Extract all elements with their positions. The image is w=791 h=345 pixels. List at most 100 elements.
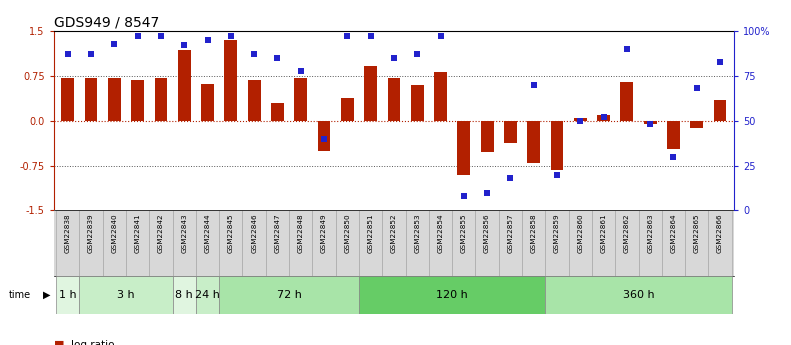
Bar bbox=[56, 210, 79, 276]
Bar bbox=[545, 276, 732, 314]
Bar bbox=[382, 210, 406, 276]
Bar bbox=[178, 50, 191, 121]
Point bbox=[201, 37, 214, 43]
Bar bbox=[620, 82, 634, 121]
Bar bbox=[341, 98, 354, 121]
Point bbox=[434, 34, 447, 39]
Bar bbox=[522, 210, 545, 276]
Point bbox=[621, 46, 634, 52]
Text: GSM22854: GSM22854 bbox=[437, 214, 444, 253]
Bar bbox=[318, 121, 331, 151]
Point bbox=[178, 43, 191, 48]
Point bbox=[713, 59, 726, 64]
Point bbox=[457, 193, 470, 199]
Point bbox=[528, 82, 540, 88]
Bar bbox=[266, 210, 289, 276]
Text: GSM22851: GSM22851 bbox=[368, 214, 373, 253]
Text: GSM22839: GSM22839 bbox=[88, 214, 94, 253]
Bar bbox=[667, 121, 680, 149]
Text: 72 h: 72 h bbox=[277, 290, 301, 300]
Bar bbox=[615, 210, 638, 276]
Point bbox=[294, 68, 307, 73]
Text: GSM22840: GSM22840 bbox=[112, 214, 117, 253]
Bar bbox=[499, 210, 522, 276]
Text: GSM22860: GSM22860 bbox=[577, 214, 583, 253]
Text: GSM22838: GSM22838 bbox=[65, 214, 70, 253]
Text: GSM22862: GSM22862 bbox=[624, 214, 630, 253]
Bar bbox=[108, 78, 121, 121]
Point bbox=[85, 52, 97, 57]
Point bbox=[154, 34, 167, 39]
Point bbox=[365, 34, 377, 39]
Bar bbox=[201, 84, 214, 121]
Text: GSM22849: GSM22849 bbox=[321, 214, 327, 253]
Text: ▶: ▶ bbox=[43, 290, 50, 300]
Bar bbox=[359, 276, 545, 314]
Bar bbox=[644, 121, 657, 124]
Bar bbox=[289, 210, 312, 276]
Point bbox=[411, 52, 423, 57]
Bar bbox=[359, 210, 382, 276]
Point bbox=[597, 115, 610, 120]
Bar bbox=[225, 40, 237, 121]
Bar bbox=[294, 78, 307, 121]
Bar bbox=[434, 72, 447, 121]
Bar bbox=[545, 210, 569, 276]
Bar bbox=[172, 276, 196, 314]
Bar bbox=[457, 121, 470, 175]
Bar bbox=[452, 210, 475, 276]
Bar bbox=[131, 80, 144, 121]
Text: 360 h: 360 h bbox=[623, 290, 654, 300]
Point bbox=[131, 34, 144, 39]
Text: GSM22843: GSM22843 bbox=[181, 214, 187, 253]
Text: time: time bbox=[9, 290, 31, 300]
Point bbox=[341, 34, 354, 39]
Bar bbox=[638, 210, 662, 276]
Bar bbox=[149, 210, 172, 276]
Bar bbox=[597, 115, 610, 121]
Point bbox=[108, 41, 121, 46]
Bar bbox=[271, 103, 284, 121]
Text: GSM22853: GSM22853 bbox=[414, 214, 420, 253]
Text: GSM22852: GSM22852 bbox=[391, 214, 397, 253]
Bar bbox=[709, 210, 732, 276]
Point bbox=[481, 190, 494, 195]
Text: GSM22859: GSM22859 bbox=[554, 214, 560, 253]
Bar bbox=[481, 121, 494, 152]
Bar bbox=[475, 210, 499, 276]
Bar bbox=[364, 66, 377, 121]
Text: GSM22842: GSM22842 bbox=[158, 214, 164, 253]
Bar bbox=[172, 210, 196, 276]
Point bbox=[248, 52, 260, 57]
Text: GSM22857: GSM22857 bbox=[507, 214, 513, 253]
Bar bbox=[335, 210, 359, 276]
Text: ■: ■ bbox=[54, 340, 64, 345]
Point bbox=[574, 118, 587, 124]
Text: 120 h: 120 h bbox=[437, 290, 468, 300]
Bar bbox=[103, 210, 126, 276]
Bar bbox=[196, 276, 219, 314]
Bar bbox=[528, 121, 540, 162]
Text: GSM22856: GSM22856 bbox=[484, 214, 490, 253]
Text: 3 h: 3 h bbox=[117, 290, 134, 300]
Bar bbox=[574, 118, 587, 121]
Point bbox=[271, 55, 284, 61]
Text: GSM22845: GSM22845 bbox=[228, 214, 234, 253]
Text: GSM22844: GSM22844 bbox=[205, 214, 210, 253]
Bar bbox=[713, 100, 726, 121]
Text: 24 h: 24 h bbox=[195, 290, 220, 300]
Point bbox=[225, 34, 237, 39]
Bar bbox=[62, 78, 74, 121]
Point bbox=[62, 52, 74, 57]
Bar bbox=[79, 210, 103, 276]
Bar bbox=[691, 121, 703, 128]
Bar bbox=[569, 210, 592, 276]
Text: GSM22864: GSM22864 bbox=[671, 214, 676, 253]
Bar bbox=[219, 276, 359, 314]
Bar bbox=[406, 210, 429, 276]
Bar bbox=[551, 121, 563, 170]
Bar bbox=[429, 210, 452, 276]
Bar bbox=[219, 210, 243, 276]
Text: GSM22858: GSM22858 bbox=[531, 214, 537, 253]
Point bbox=[667, 154, 679, 159]
